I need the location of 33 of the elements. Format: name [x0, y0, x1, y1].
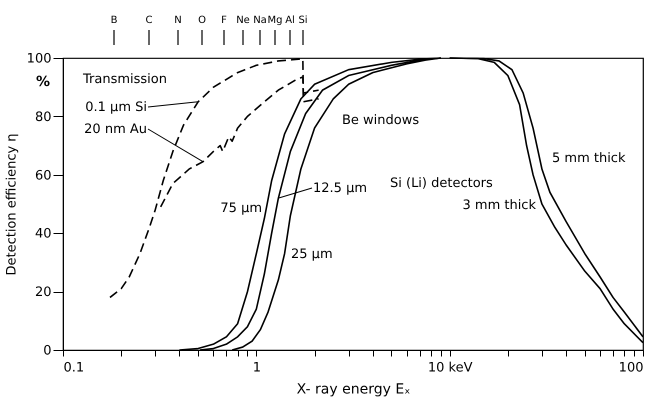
- legend-label: 12.5 µm: [313, 181, 368, 196]
- annotation: Transmission: [82, 72, 167, 87]
- text: 0.1: [64, 360, 84, 376]
- y-tick-label: 100: [26, 52, 52, 66]
- text: N: [174, 15, 182, 26]
- series-label: 75 µm: [220, 201, 262, 216]
- x-tick-label: 10 keV: [428, 360, 473, 376]
- y-tick-label: 60: [34, 168, 52, 184]
- y-tick-label: 40: [34, 226, 52, 242]
- series-label: 3 mm thick: [462, 198, 536, 213]
- y-axis-title: Detection efficiency η: [4, 133, 20, 276]
- text: B: [110, 15, 118, 26]
- x-tick-label: 100: [618, 360, 644, 376]
- text: C: [146, 15, 153, 26]
- y-tick-label: 0: [43, 344, 52, 358]
- annotation: Si (Li) detectors: [390, 176, 494, 191]
- series-label: 25 µm: [291, 247, 333, 262]
- text: Mg: [268, 15, 282, 26]
- text: 0.1 µm Si: [85, 100, 147, 115]
- text: 20 nm Au: [84, 122, 147, 137]
- text: F: [221, 15, 228, 26]
- text: Al: [285, 15, 295, 26]
- x-axis-title: X- ray energy Eₓ: [296, 382, 410, 398]
- series-label: 5 mm thick: [552, 151, 626, 166]
- text: Ne: [236, 15, 250, 26]
- annotation: Be windows: [342, 113, 420, 128]
- y-tick-label: 80: [34, 110, 52, 125]
- x-tick-label: 1: [252, 360, 261, 376]
- text: Si: [298, 15, 308, 26]
- text: O: [198, 15, 206, 26]
- y-tick-label: 20: [34, 285, 52, 300]
- text: %: [36, 74, 50, 90]
- text: Na: [253, 15, 267, 26]
